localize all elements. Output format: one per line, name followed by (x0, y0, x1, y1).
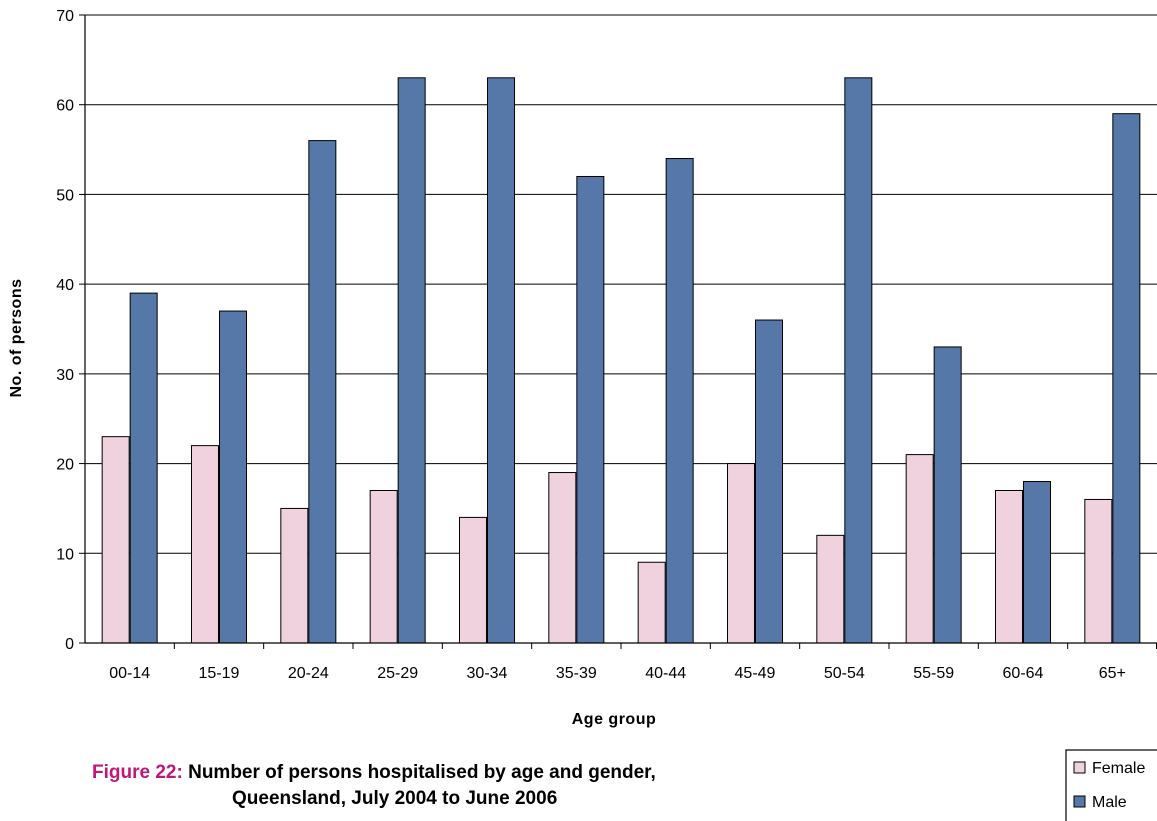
figure-number: Figure 22: (92, 762, 183, 783)
x-tick-label-50-54: 50-54 (824, 665, 865, 682)
legend: Female Male (1065, 749, 1157, 821)
x-tick-label-65plus: 65+ (1099, 665, 1126, 682)
x-tick-label-15-19: 15-19 (199, 665, 240, 682)
x-tick-label-30-34: 30-34 (467, 665, 508, 682)
y-axis-title: No. of persons (8, 278, 25, 397)
x-tick-label-45-49: 45-49 (735, 665, 776, 682)
bar-female-50-54 (816, 534, 845, 644)
y-tick-label-10: 10 (56, 546, 74, 563)
bar-male-30-34 (487, 77, 515, 644)
bar-male-00-14 (129, 292, 158, 644)
bar-female-00-14 (101, 436, 130, 644)
bar-female-35-39 (548, 472, 577, 644)
bar-female-25-29 (369, 489, 398, 644)
y-tick-label-20: 20 (56, 457, 74, 474)
bar-male-35-39 (576, 175, 605, 644)
y-tick-label-70: 70 (56, 8, 74, 25)
y-tick-label-0: 0 (65, 636, 74, 653)
bar-male-15-19 (219, 310, 247, 644)
bar-female-20-24 (280, 507, 309, 644)
y-tick-label-40: 40 (56, 277, 74, 294)
x-tick-label-60-64: 60-64 (1003, 665, 1044, 682)
gridlines (85, 14, 1157, 554)
x-tick-labels: 00-14 15-19 20-24 25-29 30-34 35-39 40-44 45-49… (109, 665, 1126, 682)
y-tick-label-50: 50 (56, 187, 74, 204)
caption-line-2: Queensland, July 2004 to June 2006 (232, 788, 558, 809)
x-tick-label-55-59: 55-59 (913, 665, 954, 682)
bar-female-45-49 (727, 463, 755, 644)
legend-label-male: Male (1092, 794, 1127, 811)
x-tick-label-35-39: 35-39 (556, 665, 597, 682)
y-tick-labels: 0 10 20 30 40 50 60 70 (56, 8, 74, 653)
bar-female-15-19 (191, 445, 219, 644)
bar-female-60-64 (995, 489, 1023, 644)
x-tick-label-20-24: 20-24 (288, 665, 329, 682)
bar-male-45-49 (755, 319, 783, 644)
bar-female-65plus (1084, 498, 1113, 644)
bar-male-65plus (1112, 113, 1141, 644)
x-tick-label-25-29: 25-29 (377, 665, 418, 682)
bar-male-25-29 (397, 77, 426, 644)
bar-male-50-54 (844, 77, 873, 644)
legend-label-female: Female (1092, 760, 1145, 777)
axes (79, 14, 1157, 649)
bar-male-55-59 (933, 346, 962, 644)
bar-male-40-44 (665, 158, 694, 644)
bar-male-60-64 (1023, 481, 1051, 644)
bar-female-40-44 (637, 561, 666, 644)
y-tick-label-30: 30 (56, 367, 74, 384)
legend-swatch-male (1073, 795, 1086, 808)
y-tick-label-60: 60 (56, 98, 74, 115)
x-tick-label-00-14: 00-14 (109, 665, 150, 682)
bar-male-20-24 (308, 140, 337, 644)
bar-female-55-59 (905, 454, 934, 644)
figure-caption: Figure 22: Number of persons hospitalise… (92, 760, 656, 812)
legend-swatch-female (1073, 761, 1086, 774)
bar-female-30-34 (459, 516, 487, 644)
bars (101, 77, 1141, 644)
x-axis-title: Age group (572, 711, 657, 728)
caption-line-1: Number of persons hospitalised by age an… (188, 762, 656, 783)
x-tick-label-40-44: 40-44 (645, 665, 686, 682)
